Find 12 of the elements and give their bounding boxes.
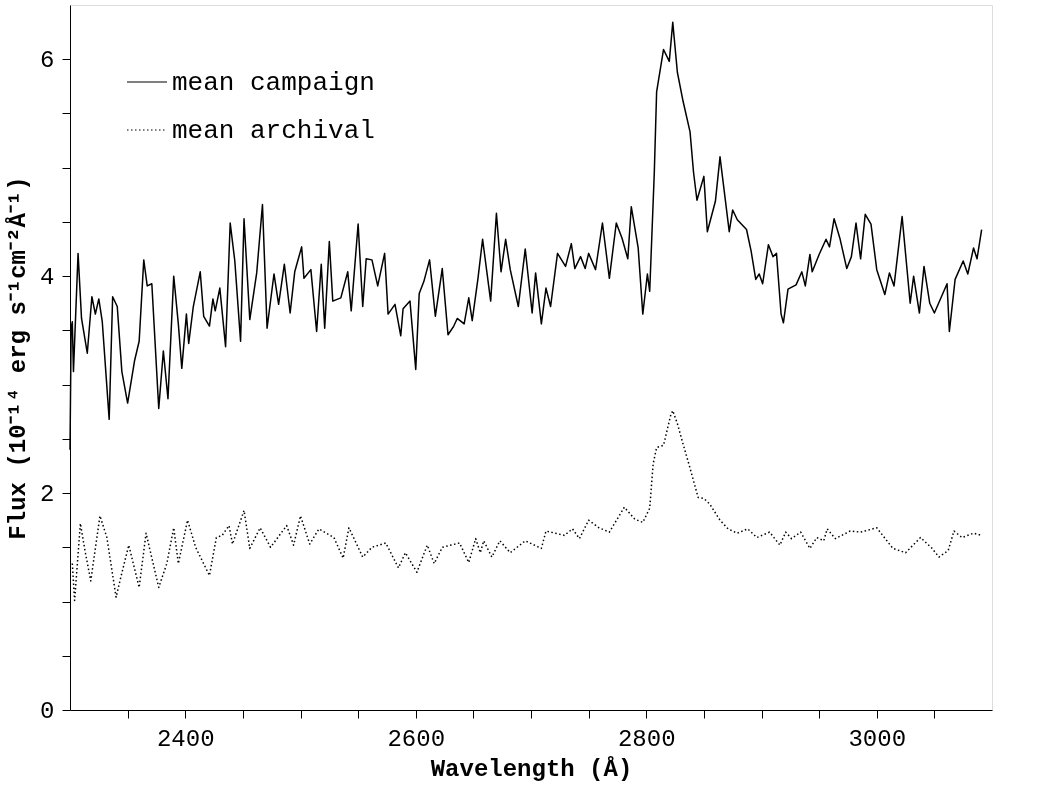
y-tick-label: 0 <box>40 697 55 725</box>
legend-label: mean campaign <box>172 68 375 98</box>
y-tick-label: 4 <box>40 263 55 291</box>
y-tick-label: 2 <box>40 480 55 508</box>
x-tick-label: 3000 <box>848 725 907 753</box>
x-tick-label: 2400 <box>156 725 215 753</box>
legend-label: mean archival <box>172 116 375 146</box>
x-axis-title: Wavelength (Å) <box>430 755 633 783</box>
y-tick-label: 6 <box>40 46 55 74</box>
x-tick-label: 2600 <box>387 725 446 753</box>
y-axis-title: Flux (10⁻¹⁴ erg s⁻¹cm⁻²Å⁻¹) <box>5 176 33 540</box>
x-tick-label: 2800 <box>617 725 676 753</box>
